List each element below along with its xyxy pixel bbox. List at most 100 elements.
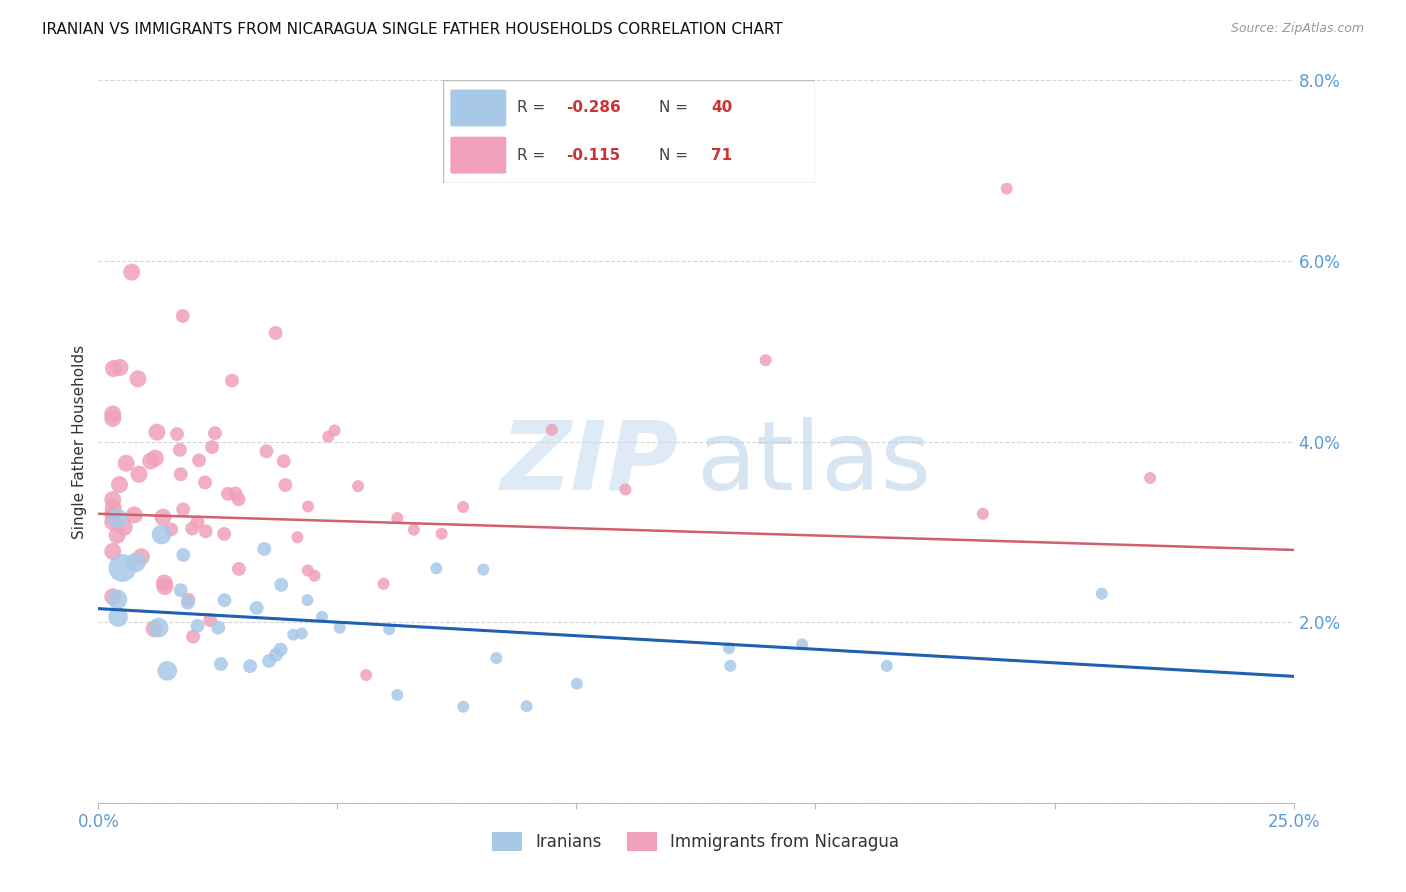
- Point: [143, 622, 166, 636]
- FancyBboxPatch shape: [450, 89, 506, 127]
- Y-axis label: Single Father Households: Single Father Households: [72, 344, 87, 539]
- Point: [166, 427, 188, 442]
- Point: [304, 568, 326, 582]
- Point: [246, 601, 269, 615]
- Point: [160, 522, 183, 536]
- Point: [103, 501, 125, 516]
- Point: [181, 522, 204, 536]
- Point: [287, 530, 309, 544]
- Point: [485, 651, 508, 665]
- Point: [253, 541, 276, 556]
- Point: [1091, 587, 1114, 601]
- Point: [387, 511, 409, 525]
- Point: [172, 548, 194, 562]
- Text: IRANIAN VS IMMIGRANTS FROM NICARAGUA SINGLE FATHER HOUSEHOLDS CORRELATION CHART: IRANIAN VS IMMIGRANTS FROM NICARAGUA SIN…: [42, 22, 783, 37]
- Point: [717, 641, 740, 656]
- Text: R =: R =: [517, 101, 551, 115]
- Point: [1139, 471, 1161, 485]
- Text: N =: N =: [659, 148, 697, 162]
- Point: [153, 580, 176, 594]
- Point: [378, 622, 401, 636]
- Point: [323, 424, 346, 438]
- Point: [181, 630, 204, 644]
- Text: N =: N =: [659, 101, 693, 115]
- Point: [297, 564, 319, 578]
- Text: ZIP: ZIP: [501, 417, 678, 509]
- Point: [204, 426, 226, 441]
- Point: [139, 454, 162, 468]
- Point: [347, 479, 370, 493]
- Point: [225, 486, 247, 500]
- Point: [186, 618, 208, 632]
- Legend: Iranians, Immigrants from Nicaragua: Iranians, Immigrants from Nicaragua: [484, 823, 908, 860]
- Point: [169, 442, 191, 457]
- Point: [125, 555, 148, 569]
- Point: [122, 508, 145, 522]
- Point: [995, 181, 1018, 195]
- Point: [425, 561, 447, 575]
- Point: [228, 562, 250, 576]
- Point: [150, 527, 173, 541]
- Point: [107, 610, 129, 624]
- Point: [264, 326, 287, 340]
- Point: [274, 478, 297, 492]
- Point: [169, 583, 191, 598]
- Point: [472, 563, 495, 577]
- Point: [217, 487, 239, 501]
- Point: [107, 592, 129, 607]
- Point: [101, 544, 124, 558]
- Point: [194, 475, 217, 490]
- Point: [283, 627, 305, 641]
- Point: [565, 676, 588, 690]
- Text: 40: 40: [711, 101, 733, 115]
- Point: [153, 576, 176, 591]
- Point: [172, 309, 194, 323]
- Point: [121, 265, 143, 279]
- Text: R =: R =: [517, 148, 555, 162]
- Point: [101, 411, 124, 425]
- Point: [198, 613, 221, 627]
- Point: [156, 664, 179, 678]
- Point: [101, 407, 124, 421]
- Point: [311, 610, 333, 624]
- Point: [177, 592, 200, 607]
- Point: [354, 668, 377, 682]
- Point: [170, 467, 193, 482]
- Point: [101, 508, 124, 522]
- Point: [152, 510, 174, 524]
- Point: [972, 507, 994, 521]
- Point: [614, 483, 637, 497]
- Point: [108, 360, 131, 375]
- Point: [188, 453, 211, 467]
- Point: [112, 520, 135, 534]
- Point: [209, 657, 232, 671]
- Text: atlas: atlas: [696, 417, 931, 509]
- Point: [270, 642, 292, 657]
- Point: [430, 526, 453, 541]
- Text: -0.286: -0.286: [565, 101, 620, 115]
- Point: [402, 523, 425, 537]
- Text: 71: 71: [711, 148, 733, 162]
- Point: [214, 593, 236, 607]
- Point: [291, 626, 314, 640]
- Point: [256, 444, 278, 458]
- Point: [876, 659, 898, 673]
- Point: [755, 353, 778, 368]
- Point: [194, 524, 217, 539]
- Point: [177, 596, 200, 610]
- Point: [257, 654, 280, 668]
- Point: [221, 374, 243, 388]
- Text: Source: ZipAtlas.com: Source: ZipAtlas.com: [1230, 22, 1364, 36]
- Point: [186, 515, 208, 529]
- Point: [316, 429, 339, 443]
- Point: [329, 621, 352, 635]
- Point: [373, 577, 395, 591]
- Point: [212, 527, 235, 541]
- Point: [451, 500, 474, 514]
- Point: [131, 549, 153, 564]
- Point: [792, 637, 814, 651]
- Point: [207, 621, 229, 635]
- Point: [107, 511, 129, 525]
- FancyBboxPatch shape: [443, 80, 815, 183]
- Point: [264, 648, 287, 662]
